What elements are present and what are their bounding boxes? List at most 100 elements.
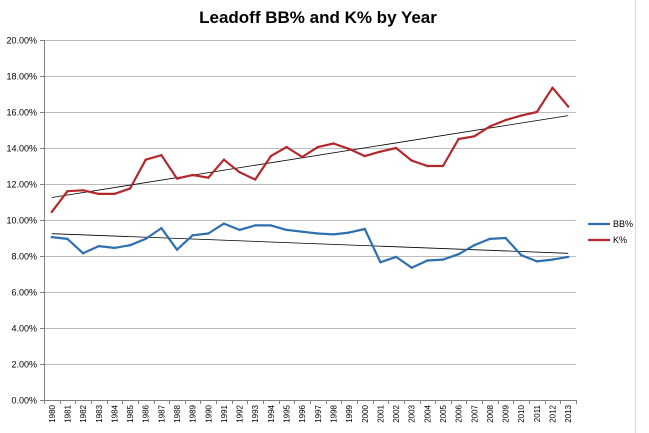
data-point-k — [457, 137, 460, 141]
axes — [40, 40, 577, 404]
gridlines — [44, 40, 576, 365]
data-point-bb — [207, 232, 210, 235]
data-point-bb — [441, 258, 445, 261]
data-point-k — [285, 145, 288, 149]
data-point-k — [379, 150, 382, 153]
data-point-k — [504, 118, 507, 122]
chart-title: Leadoff BB% and K% by Year — [199, 8, 437, 27]
data-point-k — [238, 171, 241, 174]
data-point-bb — [567, 255, 570, 259]
x-tick-label: 1989 — [189, 404, 198, 422]
x-tick-label: 1999 — [345, 404, 354, 422]
x-tick-label: 2004 — [423, 404, 432, 422]
chart-frame: Leadoff BB% and K% by Year — [199, 0, 636, 433]
y-tick-label: 14.00% — [6, 144, 37, 154]
y-tick-label: 12.00% — [6, 180, 37, 190]
data-point-bb — [66, 237, 69, 241]
data-point-bb — [50, 235, 53, 239]
data-point-bb — [97, 244, 101, 248]
data-point-k — [410, 159, 413, 162]
x-tick-label: 2011 — [533, 404, 542, 422]
y-axis-tick-labels: 0.00% 2.00% 4.00% 6.00% 8.00% 10.00% 12.00% 14.… — [6, 36, 37, 406]
data-point-k — [222, 158, 226, 161]
data-point-bb — [191, 234, 194, 237]
data-point-k — [254, 178, 257, 181]
data-point-k — [160, 154, 163, 157]
data-point-k — [473, 135, 476, 138]
x-tick-label: 1992 — [236, 404, 245, 422]
data-point-k — [347, 147, 351, 151]
data-point-bb — [160, 226, 163, 230]
x-tick-label: 1996 — [298, 404, 307, 422]
y-tick-label: 10.00% — [6, 216, 37, 226]
series-lines — [50, 86, 570, 269]
data-point-bb — [316, 232, 319, 235]
data-point-k — [520, 114, 523, 117]
data-point-k — [113, 192, 116, 196]
data-point-bb — [551, 258, 554, 261]
x-tick-label: 1988 — [173, 404, 182, 422]
x-tick-label: 1981 — [63, 404, 72, 422]
data-point-k — [316, 145, 319, 149]
data-point-bb — [144, 237, 147, 241]
data-point-bb — [269, 224, 273, 227]
data-point-k — [50, 210, 53, 214]
y-tick-label: 20.00% — [6, 36, 37, 46]
data-point-bb — [347, 231, 351, 234]
data-point-bb — [285, 228, 288, 232]
data-point-bb — [254, 224, 257, 227]
x-tick-label: 2006 — [455, 404, 464, 422]
x-tick-label: 1982 — [79, 404, 88, 422]
data-point-k — [426, 164, 429, 168]
x-tick-label: 1998 — [329, 404, 338, 422]
data-point-k — [81, 189, 85, 192]
data-point-k — [488, 125, 492, 128]
data-point-bb — [238, 228, 241, 232]
data-point-k — [567, 105, 570, 108]
data-point-k — [363, 154, 366, 158]
data-point-bb — [457, 253, 460, 256]
x-tick-label: 2012 — [549, 404, 558, 422]
data-point-bb — [410, 266, 413, 269]
data-point-bb — [175, 248, 179, 251]
data-point-bb — [222, 222, 226, 225]
x-tick-label: 2001 — [376, 404, 385, 422]
x-tick-label: 1984 — [110, 404, 119, 422]
x-tick-label: 1995 — [283, 404, 292, 422]
x-tick-label: 1983 — [95, 404, 104, 422]
data-point-k — [97, 192, 101, 196]
data-point-k — [535, 110, 539, 114]
data-point-bb — [113, 246, 116, 250]
x-tick-label: 2009 — [502, 404, 511, 422]
data-point-k — [269, 154, 273, 158]
trendline-k — [51, 115, 569, 198]
x-tick-label: 1987 — [157, 404, 166, 422]
x-tick-label: 1993 — [251, 404, 260, 422]
y-tick-label: 16.00% — [6, 108, 37, 118]
data-point-bb — [379, 261, 382, 264]
data-point-k — [144, 158, 147, 161]
y-tick-label: 6.00% — [11, 288, 37, 298]
data-point-k — [551, 86, 554, 89]
data-point-k — [301, 155, 304, 159]
x-tick-label: 2002 — [392, 404, 401, 422]
data-point-bb — [332, 233, 335, 236]
data-point-k — [394, 146, 398, 150]
x-tick-label: 2008 — [486, 404, 495, 422]
legend: BB% K% — [588, 219, 633, 245]
x-axis-tick-labels: 1980 1981 1982 1983 1984 1985 1986 1987 1988 1989… — [48, 404, 573, 422]
data-point-bb — [504, 236, 507, 240]
data-point-k — [207, 176, 210, 179]
series-line-k — [50, 86, 570, 213]
data-point-bb — [394, 255, 398, 259]
x-tick-label: 1985 — [126, 404, 135, 422]
y-tick-label: 18.00% — [6, 72, 37, 82]
data-point-bb — [81, 252, 85, 255]
data-point-k — [191, 173, 194, 177]
data-point-k — [175, 177, 179, 180]
data-point-bb — [488, 237, 492, 241]
data-point-bb — [520, 253, 523, 257]
x-tick-label: 2000 — [361, 404, 370, 422]
y-tick-label: 2.00% — [11, 360, 37, 370]
